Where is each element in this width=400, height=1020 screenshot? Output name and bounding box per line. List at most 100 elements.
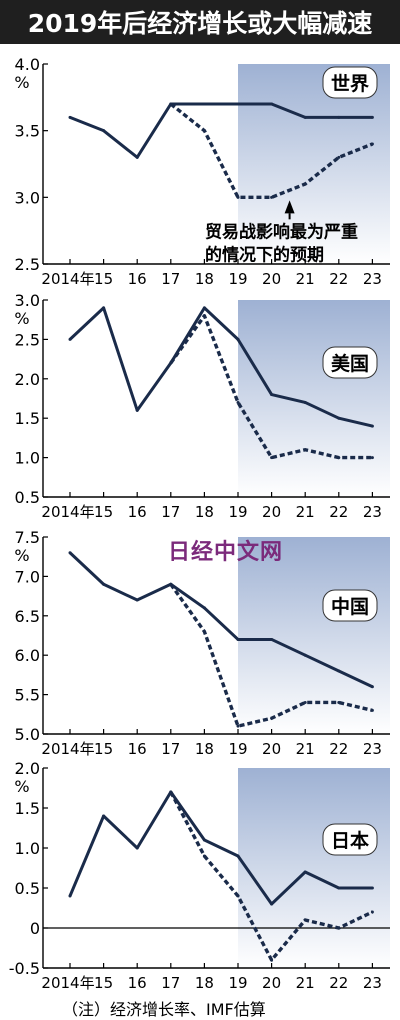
x-tick-label: 22 (329, 503, 348, 521)
x-tick-label: 18 (195, 974, 214, 992)
data-point (202, 606, 206, 610)
x-tick-label: 21 (296, 740, 315, 758)
panel-1: 0.5 1.0 1.5 2.0 2.5 3.0% 2014年 15 16 17 18 19 20 21 22… (14, 291, 390, 521)
y-tick-label: 6.0 (15, 646, 40, 665)
x-tick-label: 2014年 (41, 740, 94, 758)
panel-2: 5.0 5.5 6.0 6.5 7.0 7.5% 2014年 15 16 17 18 19 20 21 22… (14, 528, 390, 758)
data-point (270, 958, 274, 962)
panel-label-box (322, 589, 378, 622)
panel-label-box (322, 66, 378, 99)
data-point (102, 129, 106, 133)
x-tick-label: 20 (262, 503, 281, 521)
panel-label-box (322, 346, 378, 379)
data-point (202, 129, 206, 133)
x-tick-label: 23 (363, 503, 382, 521)
y-tick-label: 1.5 (15, 409, 40, 428)
data-point (337, 155, 341, 159)
x-tick-label: 19 (228, 503, 247, 521)
x-tick-label: 15 (94, 974, 113, 992)
series-line-baseline (68, 551, 374, 689)
series-line-baseline (68, 790, 373, 906)
chart-title: 2019年后经济增长或大幅减速 (27, 9, 373, 38)
data-point (303, 182, 307, 186)
y-tick-label: 6.5 (15, 607, 40, 626)
x-tick-label: 16 (128, 974, 147, 992)
data-point (370, 708, 374, 712)
y-tick-label: 1.0 (15, 839, 40, 858)
unit-label: % (14, 777, 29, 796)
data-point (169, 790, 173, 794)
data-point (236, 337, 240, 341)
data-point (236, 637, 240, 641)
y-tick-label: 3.5 (15, 122, 40, 141)
y-tick-label: 7.0 (15, 567, 40, 586)
data-point (202, 102, 206, 106)
series-line-baseline (68, 306, 373, 428)
y-tick-label: 5.0 (15, 725, 40, 744)
footnote: （注）经济增长率、IMF估算 (62, 1000, 266, 1019)
x-tick-label: 17 (161, 503, 180, 521)
data-point (202, 838, 206, 842)
x-tick-label: 19 (228, 974, 247, 992)
x-tick-label: 16 (128, 503, 147, 521)
y-tick-label: 5.5 (15, 686, 40, 705)
data-point (270, 637, 274, 641)
data-point (270, 195, 274, 199)
data-point (202, 854, 206, 858)
data-point (303, 870, 307, 874)
y-tick-label: 0.5 (15, 879, 40, 898)
data-point (135, 598, 139, 602)
x-tick-label: 22 (329, 974, 348, 992)
data-point (169, 582, 173, 586)
y-tick-label: 4.0 (15, 55, 40, 74)
y-tick-label: 3.0 (15, 291, 40, 310)
data-point (202, 314, 206, 318)
data-point (270, 393, 274, 397)
annotation-line-1: 贸易战影响最为严重 (205, 221, 358, 242)
x-tick-label: 15 (94, 503, 113, 521)
panel-3: -0.5 0 0.5 1.0 1.5 2.0% 2014年 15 16 17 18 19 20 21 22 2… (9, 759, 390, 992)
forecast-shade (238, 768, 390, 968)
data-point (337, 456, 341, 460)
data-point (370, 115, 374, 119)
x-tick-label: 16 (128, 740, 147, 758)
data-point (270, 102, 274, 106)
x-tick-label: 23 (363, 740, 382, 758)
data-point (337, 115, 341, 119)
chart-title-bar: 2019年后经济增长或大幅减速 (0, 0, 400, 44)
data-point (370, 456, 374, 460)
panel-label: 日本 (331, 829, 369, 852)
data-point (236, 195, 240, 199)
annotation-line-2: 的情况下的预期 (205, 244, 324, 265)
y-tick-label: 1.5 (15, 799, 40, 818)
x-tick-label: 17 (161, 270, 180, 288)
y-tick-label: -0.5 (9, 959, 40, 978)
data-point (337, 700, 341, 704)
x-tick-label: 23 (363, 270, 382, 288)
x-tick-label: 20 (262, 270, 281, 288)
data-point (68, 551, 72, 555)
y-tick-label: 2.5 (15, 330, 40, 349)
data-point (236, 400, 240, 404)
y-tick-label: 1.0 (15, 449, 40, 468)
data-point (370, 910, 374, 914)
x-tick-label: 18 (195, 503, 214, 521)
data-point (270, 716, 274, 720)
panel-label-box (322, 823, 378, 856)
data-point (102, 306, 106, 310)
data-point (270, 902, 274, 906)
x-tick-label: 21 (296, 503, 315, 521)
series-line-baseline (69, 102, 373, 159)
data-point (303, 448, 307, 452)
chart-canvas: 2.53.03.54.0%2014年 15 16 17 18 19 20 21 22 23世界贸易… (9, 55, 390, 992)
data-point (337, 416, 341, 420)
data-point (337, 926, 341, 930)
x-tick-label: 2014年 (41, 974, 94, 992)
data-point (303, 653, 307, 657)
data-point (135, 155, 139, 159)
panel-0: 2.5 3.0 3.5 4.0% 2014年 15 16 17 18 19 20 21 22 23 世界贸易… (14, 55, 390, 288)
data-point (135, 408, 139, 412)
data-point (303, 115, 307, 119)
x-tick-label: 21 (296, 974, 315, 992)
unit-label: % (14, 546, 29, 565)
